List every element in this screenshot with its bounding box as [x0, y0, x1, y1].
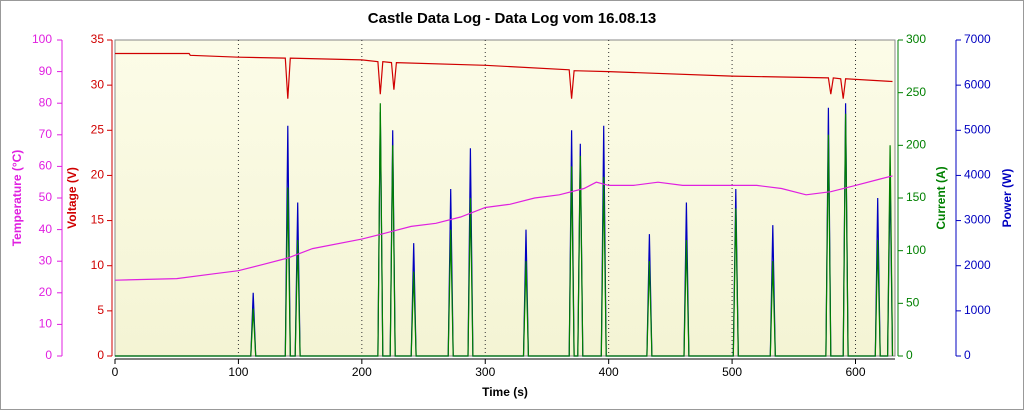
- x-tick-label: 400: [599, 365, 619, 379]
- y-axis-label: Voltage (V): [65, 167, 79, 229]
- y2-tick-label: 200: [906, 138, 926, 152]
- y4-tick-label: 0: [964, 348, 971, 362]
- y4-tick-label: 7000: [964, 32, 991, 46]
- y3-tick-label: 80: [39, 95, 53, 109]
- y-tick-label: 5: [97, 303, 104, 317]
- y4-tick-label: 6000: [964, 77, 991, 91]
- y4-tick-label: 3000: [964, 213, 991, 227]
- plot-area: [114, 39, 896, 357]
- x-tick-label: 600: [845, 365, 865, 379]
- y-tick-label: 35: [91, 32, 105, 46]
- y2-tick-label: 0: [906, 348, 913, 362]
- y3-tick-label: 0: [45, 348, 52, 362]
- y-tick-label: 10: [91, 258, 105, 272]
- temperature-axis-label: Temperature (°C): [10, 150, 24, 247]
- x-tick-label: 500: [722, 365, 742, 379]
- y4-tick-label: 5000: [964, 122, 991, 136]
- y4-tick-label: 2000: [964, 258, 991, 272]
- y-tick-label: 0: [97, 348, 104, 362]
- y3-tick-label: 70: [39, 127, 53, 141]
- power-axis-label: Power (W): [1000, 169, 1014, 228]
- y3-tick-label: 10: [39, 317, 53, 331]
- chart-title: Castle Data Log - Data Log vom 16.08.13: [368, 10, 656, 27]
- y2-tick-label: 250: [906, 85, 926, 99]
- y3-tick-label: 40: [39, 222, 53, 236]
- y-tick-label: 20: [91, 168, 105, 182]
- y4-tick-label: 4000: [964, 168, 991, 182]
- series-line: [114, 175, 893, 281]
- x-tick-label: 300: [475, 365, 495, 379]
- y2-tick-label: 100: [906, 243, 926, 257]
- y-tick-label: 15: [91, 213, 105, 227]
- x-tick-label: 0: [112, 365, 119, 379]
- y3-tick-label: 60: [39, 159, 53, 173]
- x-tick-label: 200: [352, 365, 372, 379]
- series-line: [115, 103, 894, 357]
- x-tick-label: 100: [228, 365, 248, 379]
- y2-tick-label: 300: [906, 32, 926, 46]
- y3-tick-label: 20: [39, 285, 53, 299]
- series-line: [115, 52, 893, 99]
- y2-tick-label: 50: [906, 296, 920, 310]
- y4-tick-label: 1000: [964, 303, 991, 317]
- y2-tick-label: 150: [906, 190, 926, 204]
- y3-tick-label: 50: [39, 190, 53, 204]
- y3-tick-label: 100: [32, 32, 52, 46]
- x-axis-label: Time (s): [482, 385, 528, 399]
- y-tick-label: 25: [91, 122, 105, 136]
- current-axis-label: Current (A): [934, 166, 948, 229]
- y3-tick-label: 90: [39, 64, 53, 78]
- y-tick-label: 30: [91, 77, 105, 91]
- y3-tick-label: 30: [39, 253, 53, 267]
